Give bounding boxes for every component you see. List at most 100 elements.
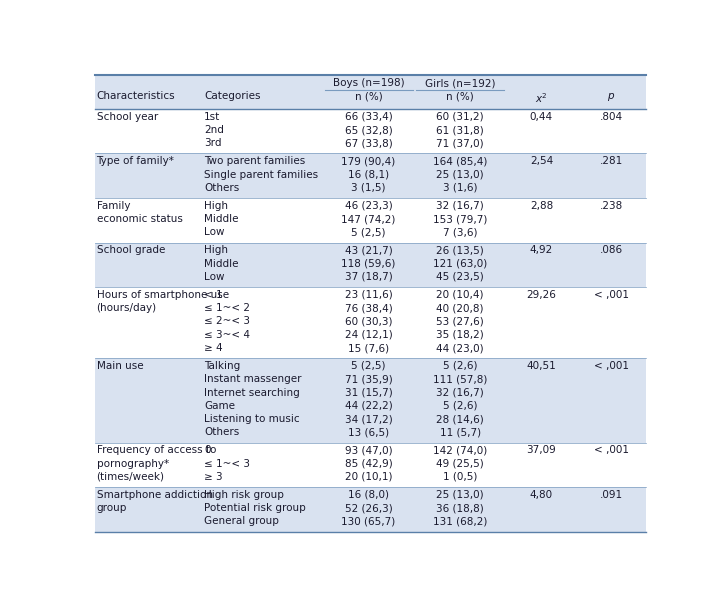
Text: 71 (35,9): 71 (35,9) [345, 374, 393, 384]
Text: 34 (17,2): 34 (17,2) [345, 414, 393, 424]
Bar [95, 75, 646, 109]
Text: .086: .086 [600, 245, 623, 255]
Text: Low: Low [204, 272, 225, 282]
Text: Smartphone addiction: Smartphone addiction [97, 490, 213, 500]
Text: group: group [97, 503, 127, 513]
Text: 46 (23,3): 46 (23,3) [345, 201, 393, 211]
Text: High: High [204, 245, 228, 255]
Text: 130 (65,7): 130 (65,7) [341, 516, 395, 526]
Text: 25 (13,0): 25 (13,0) [437, 169, 484, 180]
Text: Others: Others [204, 427, 239, 438]
Text: 20 (10,4): 20 (10,4) [437, 290, 484, 300]
Text: < ,001: < ,001 [594, 290, 629, 300]
Text: Instant massenger: Instant massenger [204, 374, 301, 384]
Text: 131 (68,2): 131 (68,2) [433, 516, 487, 526]
Text: 25 (13,0): 25 (13,0) [437, 490, 484, 500]
Bar [95, 358, 646, 442]
Text: .091: .091 [600, 490, 623, 500]
Text: 40 (20,8): 40 (20,8) [437, 303, 484, 313]
Text: 53 (27,6): 53 (27,6) [436, 317, 484, 326]
Text: Low: Low [204, 227, 225, 237]
Text: Two parent families: Two parent families [204, 156, 305, 166]
Text: ≤ 1~< 3: ≤ 1~< 3 [204, 459, 250, 469]
Text: 3 (1,6): 3 (1,6) [443, 183, 477, 193]
Text: n (%): n (%) [355, 91, 382, 102]
Text: 2,88: 2,88 [530, 201, 553, 211]
Text: Game: Game [204, 401, 235, 411]
Text: Categories: Categories [204, 91, 260, 102]
Text: 44 (23,0): 44 (23,0) [437, 343, 484, 353]
Text: 60 (30,3): 60 (30,3) [345, 317, 393, 326]
Text: 52 (26,3): 52 (26,3) [345, 503, 393, 513]
Text: 15 (7,6): 15 (7,6) [348, 343, 389, 353]
Text: .281: .281 [600, 156, 623, 166]
Text: 40,51: 40,51 [526, 361, 556, 371]
Text: 3 (1,5): 3 (1,5) [351, 183, 386, 193]
Text: High: High [204, 201, 228, 211]
Text: 45 (23,5): 45 (23,5) [436, 272, 484, 282]
Text: 32 (16,7): 32 (16,7) [436, 388, 484, 397]
Text: Potential risk group: Potential risk group [204, 503, 306, 513]
Text: 43 (21,7): 43 (21,7) [345, 245, 393, 255]
Text: 16 (8,0): 16 (8,0) [348, 490, 389, 500]
Text: 1st: 1st [204, 112, 221, 122]
Text: 35 (18,2): 35 (18,2) [436, 330, 484, 340]
Text: 2,54: 2,54 [530, 156, 553, 166]
Text: 0: 0 [204, 445, 210, 456]
Text: 5 (2,6): 5 (2,6) [443, 361, 477, 371]
Text: School year: School year [97, 112, 158, 122]
Text: Single parent families: Single parent families [204, 169, 318, 180]
Text: 1 (0,5): 1 (0,5) [443, 472, 477, 482]
Text: 24 (12,1): 24 (12,1) [345, 330, 393, 340]
Text: 0,44: 0,44 [530, 112, 553, 122]
Text: 28 (14,6): 28 (14,6) [436, 414, 484, 424]
Text: ≤ 2~< 3: ≤ 2~< 3 [204, 317, 250, 326]
Text: Boys (n=198): Boys (n=198) [333, 78, 404, 88]
Text: Family: Family [97, 201, 130, 211]
Text: ≤ 3~< 4: ≤ 3~< 4 [204, 330, 250, 340]
Text: 49 (25,5): 49 (25,5) [436, 459, 484, 469]
Text: 13 (6,5): 13 (6,5) [348, 427, 389, 438]
Text: 7 (3,6): 7 (3,6) [443, 227, 477, 237]
Text: 147 (74,2): 147 (74,2) [341, 214, 395, 224]
Text: 2nd: 2nd [204, 125, 224, 135]
Text: General group: General group [204, 516, 279, 526]
Text: 121 (63,0): 121 (63,0) [433, 258, 487, 269]
Text: Middle: Middle [204, 258, 239, 269]
Text: Listening to music: Listening to music [204, 414, 300, 424]
Text: .804: .804 [600, 112, 623, 122]
Text: 29,26: 29,26 [526, 290, 557, 300]
Bar [95, 198, 646, 243]
Text: 5 (2,5): 5 (2,5) [351, 361, 386, 371]
Text: School grade: School grade [97, 245, 165, 255]
Text: Internet searching: Internet searching [204, 388, 300, 397]
Text: $p$: $p$ [607, 91, 615, 103]
Text: Hours of smartphone use: Hours of smartphone use [97, 290, 228, 300]
Text: 4,92: 4,92 [530, 245, 553, 255]
Text: 3rd: 3rd [204, 138, 222, 148]
Text: economic status: economic status [97, 214, 182, 224]
Bar [95, 442, 646, 487]
Bar [95, 487, 646, 532]
Text: 20 (10,1): 20 (10,1) [345, 472, 393, 482]
Text: Frequency of access to: Frequency of access to [97, 445, 216, 456]
Text: 5 (2,6): 5 (2,6) [443, 401, 477, 411]
Text: Main use: Main use [97, 361, 143, 371]
Text: $x^{2}$: $x^{2}$ [535, 91, 548, 105]
Text: 111 (57,8): 111 (57,8) [433, 374, 487, 384]
Text: n (%): n (%) [446, 91, 474, 102]
Text: < 1: < 1 [204, 290, 223, 300]
Text: 67 (33,8): 67 (33,8) [345, 138, 393, 148]
Text: 76 (38,4): 76 (38,4) [345, 303, 393, 313]
Text: 16 (8,1): 16 (8,1) [348, 169, 389, 180]
Bar [95, 287, 646, 358]
Text: 44 (22,2): 44 (22,2) [345, 401, 393, 411]
Text: 32 (16,7): 32 (16,7) [436, 201, 484, 211]
Text: 11 (5,7): 11 (5,7) [440, 427, 481, 438]
Text: 4,80: 4,80 [530, 490, 553, 500]
Text: 118 (59,6): 118 (59,6) [341, 258, 395, 269]
Text: (times/week): (times/week) [97, 472, 165, 482]
Text: 37,09: 37,09 [526, 445, 556, 456]
Bar [95, 243, 646, 287]
Bar [95, 153, 646, 198]
